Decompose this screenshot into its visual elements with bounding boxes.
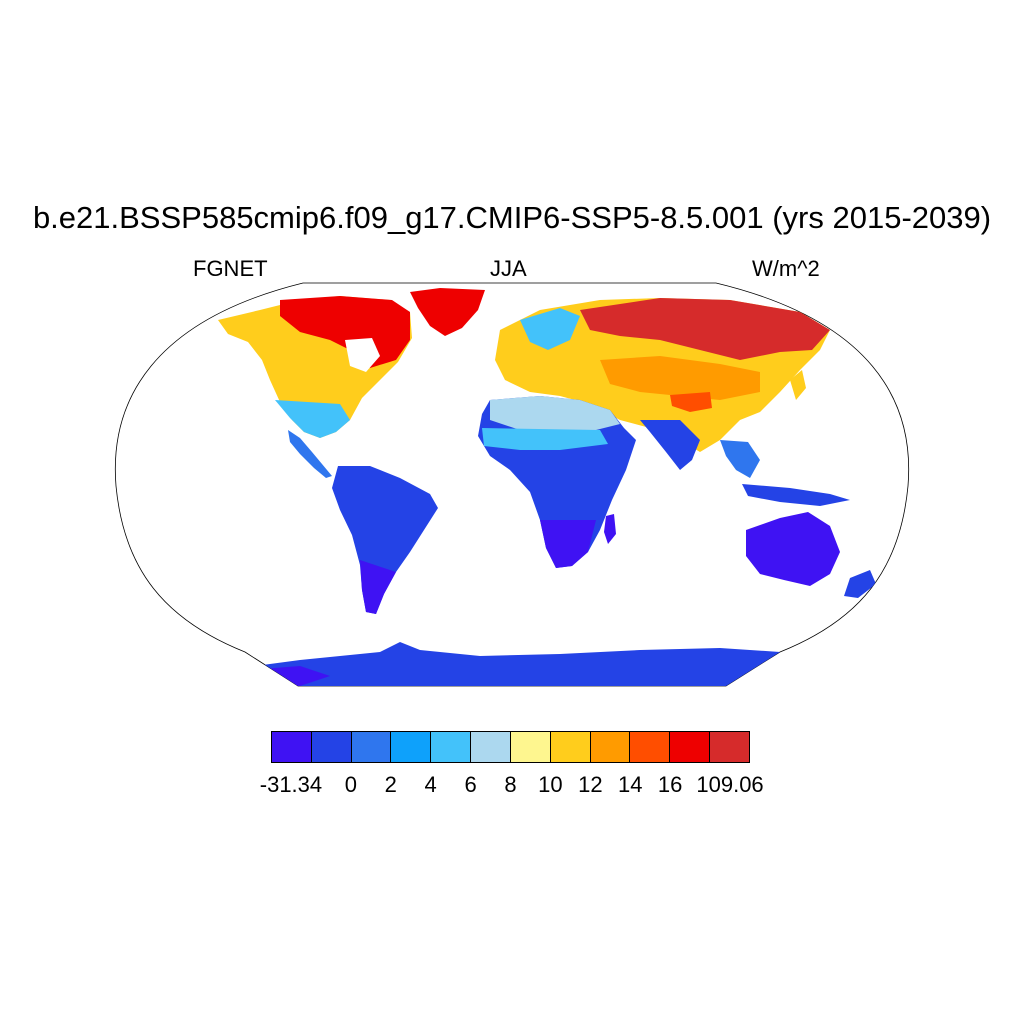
colorbar: [271, 731, 750, 763]
siberia: [580, 298, 830, 360]
map-title: b.e21.BSSP585cmip6.f09_g17.CMIP6-SSP5-8.…: [32, 200, 992, 235]
hudson-bay: [345, 338, 380, 372]
southeast-asia: [720, 440, 760, 478]
colorbar-tick-label: 0: [344, 772, 357, 797]
colorbar-swatch-11: [710, 732, 749, 762]
units-label: W/m^2: [752, 256, 820, 281]
southern-africa: [540, 520, 596, 568]
central-america: [288, 430, 332, 478]
sahara: [490, 396, 620, 430]
colorbar-tick-label: 10: [538, 772, 563, 797]
colorbar-tick-label: 6: [464, 772, 477, 797]
colorbar-swatch-3: [391, 732, 432, 762]
indonesia: [742, 484, 850, 506]
colorbar-swatch-0: [272, 732, 312, 762]
south-asia: [640, 420, 700, 470]
greenland: [410, 288, 485, 336]
north-america-north: [280, 296, 410, 368]
colorbar-swatch-9: [630, 732, 671, 762]
colorbar-swatch-8: [590, 732, 631, 762]
new-zealand: [844, 570, 876, 598]
colorbar-tick-label: 16: [657, 772, 683, 797]
colorbar-tick-label: 12: [578, 772, 603, 797]
colorbar-swatch-1: [311, 732, 352, 762]
australia: [746, 512, 840, 586]
colorbar-tick-label: 109.06: [696, 772, 764, 797]
colorbar-swatch-10: [670, 732, 711, 762]
variable-label: FGNET: [193, 256, 268, 281]
season-label: JJA: [490, 256, 527, 281]
colorbar-swatch-2: [351, 732, 392, 762]
colorbar-tick-label: -31.34: [259, 772, 323, 797]
colorbar-swatch-4: [431, 732, 472, 762]
south-america-south: [360, 560, 396, 614]
sahel: [482, 428, 608, 450]
colorbar-swatch-7: [550, 732, 591, 762]
colorbar-tick-label: 4: [424, 772, 437, 797]
colorbar-swatch-6: [510, 732, 551, 762]
scandinavia: [520, 308, 580, 350]
tibet: [670, 392, 712, 412]
madagascar: [604, 514, 616, 544]
antarctica: [240, 642, 800, 686]
colorbar-tick-label: 14: [618, 772, 643, 797]
colorbar-tick-label: 2: [384, 772, 397, 797]
colorbar-swatch-5: [471, 732, 511, 762]
south-america: [332, 466, 438, 614]
north-america-south: [275, 400, 350, 438]
japan: [790, 370, 806, 400]
colorbar-tick-label: 8: [504, 772, 517, 797]
central-asia: [600, 356, 760, 400]
